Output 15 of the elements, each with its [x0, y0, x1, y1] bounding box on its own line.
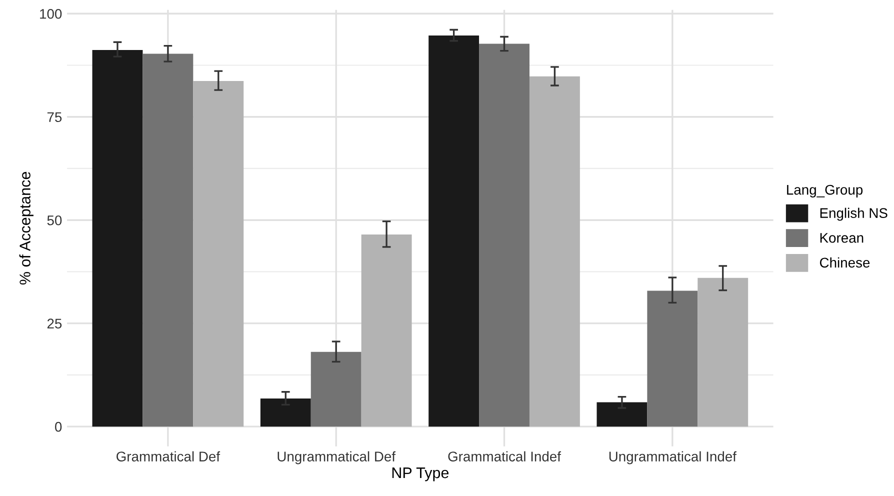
y-tick-label: 50 [47, 215, 62, 226]
y-tick-label: 100 [40, 8, 62, 19]
y-axis-title: % of Acceptance [19, 172, 34, 285]
y-tick-label: 0 [55, 422, 62, 432]
y-tick-label: 25 [47, 318, 62, 329]
x-tick-label: Ungrammatical Indef [609, 451, 737, 464]
legend-label: Korean [820, 233, 864, 243]
x-tick-label: Grammatical Indef [448, 451, 562, 462]
legend-title: Lang_Group [787, 184, 863, 198]
legend-label: English NS [820, 208, 888, 221]
legend-label: Chinese [820, 257, 870, 268]
x-tick-label: Ungrammatical Def [278, 451, 396, 464]
y-tick-label: 75 [47, 112, 62, 122]
x-axis-title: NP Type [392, 468, 449, 482]
x-tick-label: Grammatical Def [116, 451, 220, 462]
